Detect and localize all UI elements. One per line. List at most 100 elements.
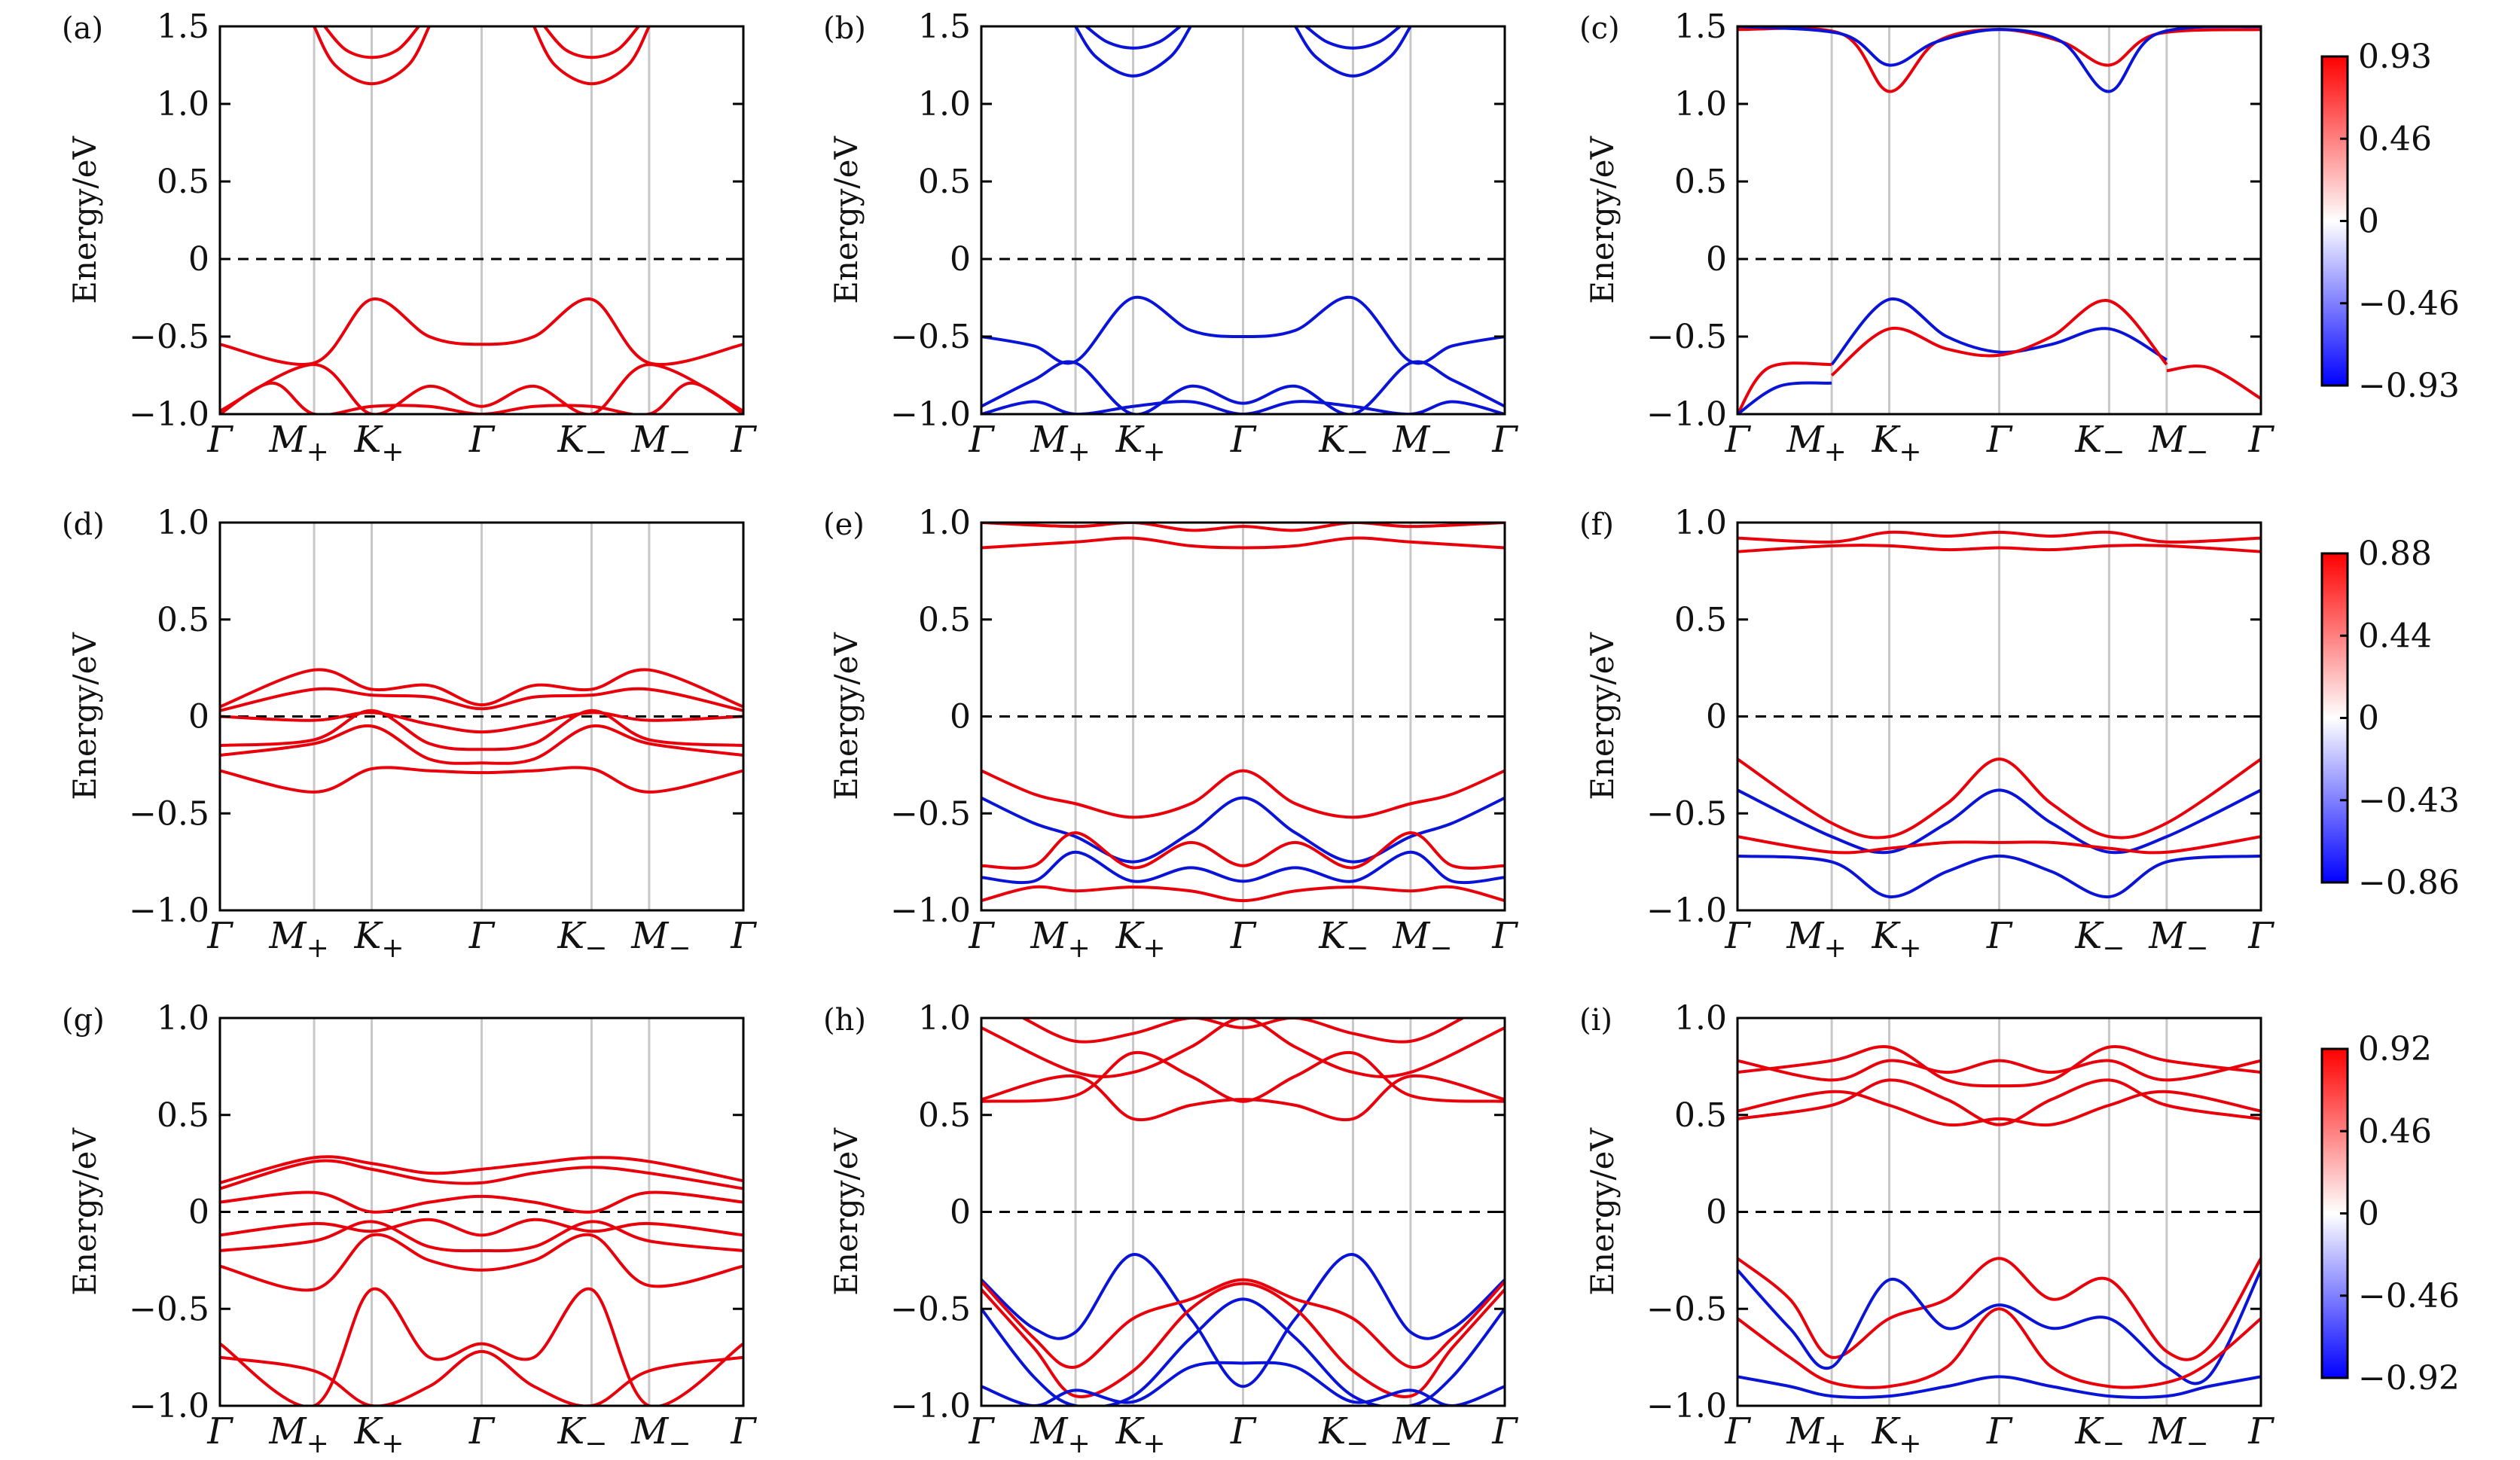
kpoint-label: M− xyxy=(630,1410,691,1459)
kpoint-main: M xyxy=(1786,419,1825,461)
kpoint-subscript: − xyxy=(2186,1428,2208,1459)
kpoint-subscript: − xyxy=(668,437,691,468)
kpoint-main: M xyxy=(2148,915,2187,957)
kpoint-main: M xyxy=(630,1410,670,1452)
kpoint-label: K+ xyxy=(354,915,404,964)
band-line-red xyxy=(220,1218,743,1237)
band-series-group xyxy=(981,523,1505,903)
y-tick-label: 0 xyxy=(950,698,971,736)
band-line-red xyxy=(220,1220,743,1253)
kpoint-label: Γ xyxy=(1986,915,2013,957)
y-tick-label: −1.0 xyxy=(129,395,209,434)
y-tick-label: 0.5 xyxy=(918,601,971,639)
band-line-blue xyxy=(1294,26,1412,78)
kpoint-main: K xyxy=(557,915,587,957)
colorbar-tick-label: 0.46 xyxy=(2358,1112,2432,1151)
kpoint-subscript: + xyxy=(381,933,404,964)
band-series-group xyxy=(1737,530,2261,898)
y-tick-label: −1.0 xyxy=(1646,892,1727,930)
band-line-red xyxy=(981,1282,1505,1398)
band-line-red xyxy=(1737,1307,2261,1389)
kpoint-label: Γ xyxy=(968,1410,995,1452)
y-tick-label: −0.5 xyxy=(1646,1290,1727,1328)
colorbar-tick-label: −0.43 xyxy=(2358,782,2460,820)
colorbar-1: 0.93 0.46 0 −0.46 −0.93 xyxy=(2320,38,2460,405)
kpoint-subscript: + xyxy=(1068,933,1091,964)
kpoint-subscript: + xyxy=(1068,437,1091,468)
kpoint-label: K+ xyxy=(354,419,404,468)
band-series-group xyxy=(220,26,743,414)
band-line-red xyxy=(981,523,1505,532)
kpoint-main: Γ xyxy=(1986,915,2013,957)
kpoint-main: M xyxy=(268,419,307,461)
kpoint-label: M− xyxy=(2148,1410,2208,1459)
band-line-blue xyxy=(981,1361,1505,1406)
band-series-group xyxy=(220,1155,743,1406)
kpoint-main: M xyxy=(268,1410,307,1452)
colorbar-tick-label: 0.88 xyxy=(2358,535,2432,573)
kpoint-label: Γ xyxy=(1986,419,2013,461)
y-tick-label: 0.5 xyxy=(157,1096,209,1135)
colorbar-bar xyxy=(2320,55,2349,387)
y-axis-label: Energy/eV xyxy=(1584,632,1621,800)
kpoint-label: M+ xyxy=(1030,915,1090,964)
kpoint-main: Γ xyxy=(1230,915,1257,957)
kpoint-main: M xyxy=(2148,419,2187,461)
kpoint-main: K xyxy=(557,1410,587,1452)
kpoint-label: K+ xyxy=(1115,1410,1166,1459)
band-line-red xyxy=(220,1190,743,1214)
panel-label: (b) xyxy=(823,11,866,46)
y-tick-label: 0 xyxy=(188,1193,209,1232)
kpoint-main: K xyxy=(1115,915,1146,957)
kpoint-main: K xyxy=(1318,915,1348,957)
kpoint-subscript: + xyxy=(1824,933,1847,964)
y-tick-label: −0.5 xyxy=(890,318,971,356)
band-line-red xyxy=(981,769,1505,819)
y-tick-label: −0.5 xyxy=(890,794,971,833)
kpoint-main: K xyxy=(1872,419,1902,461)
kpoint-subscript: − xyxy=(1429,933,1452,964)
kpoint-main: M xyxy=(630,915,670,957)
plot-frame xyxy=(980,25,1506,416)
y-tick-label: −1.0 xyxy=(129,1387,209,1425)
kpoint-main: M xyxy=(1786,1410,1825,1452)
y-axis-label: Energy/eV xyxy=(66,1128,103,1296)
band-series-group xyxy=(981,26,1505,414)
kpoint-main: M xyxy=(1392,915,1431,957)
kpoint-main: Γ xyxy=(1230,1410,1257,1452)
kpoint-main: M xyxy=(630,419,670,461)
kpoint-main: K xyxy=(354,915,384,957)
y-tick-label: 1.0 xyxy=(918,504,971,542)
kpoint-subscript: − xyxy=(584,933,607,964)
band-line-blue xyxy=(1737,1269,2261,1385)
kpoint-main: K xyxy=(2074,915,2104,957)
colorbar-tick-label: −0.86 xyxy=(2358,864,2460,902)
kpoint-label: Γ xyxy=(2247,915,2274,957)
kpoint-main: Γ xyxy=(206,1410,233,1452)
kpoint-main: K xyxy=(2074,419,2104,461)
kpoint-label: Γ xyxy=(468,419,496,461)
kpoint-main: M xyxy=(268,915,307,957)
kpoint-main: Γ xyxy=(1491,419,1518,461)
y-tick-label: 0.5 xyxy=(1674,1096,1727,1135)
kpoint-main: Γ xyxy=(2247,915,2274,957)
colorbar-tick-label: −0.92 xyxy=(2358,1359,2460,1398)
y-axis-label: Energy/eV xyxy=(1584,136,1621,304)
band-line-red xyxy=(1830,299,2168,377)
kpoint-subscript: + xyxy=(307,933,329,964)
y-axis-label: Energy/eV xyxy=(828,1128,865,1296)
kpoint-subscript: + xyxy=(1899,437,1921,468)
y-tick-label: 0 xyxy=(1706,698,1727,736)
kpoint-label: Γ xyxy=(2247,1410,2274,1452)
y-tick-label: 1.5 xyxy=(918,8,971,46)
kpoint-main: Γ xyxy=(730,1410,757,1452)
kpoint-main: K xyxy=(1872,1410,1902,1452)
y-tick-label: 1.5 xyxy=(157,8,209,46)
y-tick-label: 0 xyxy=(950,240,971,279)
kpoint-label: M− xyxy=(2148,915,2208,964)
band-line-blue xyxy=(981,1297,1505,1406)
